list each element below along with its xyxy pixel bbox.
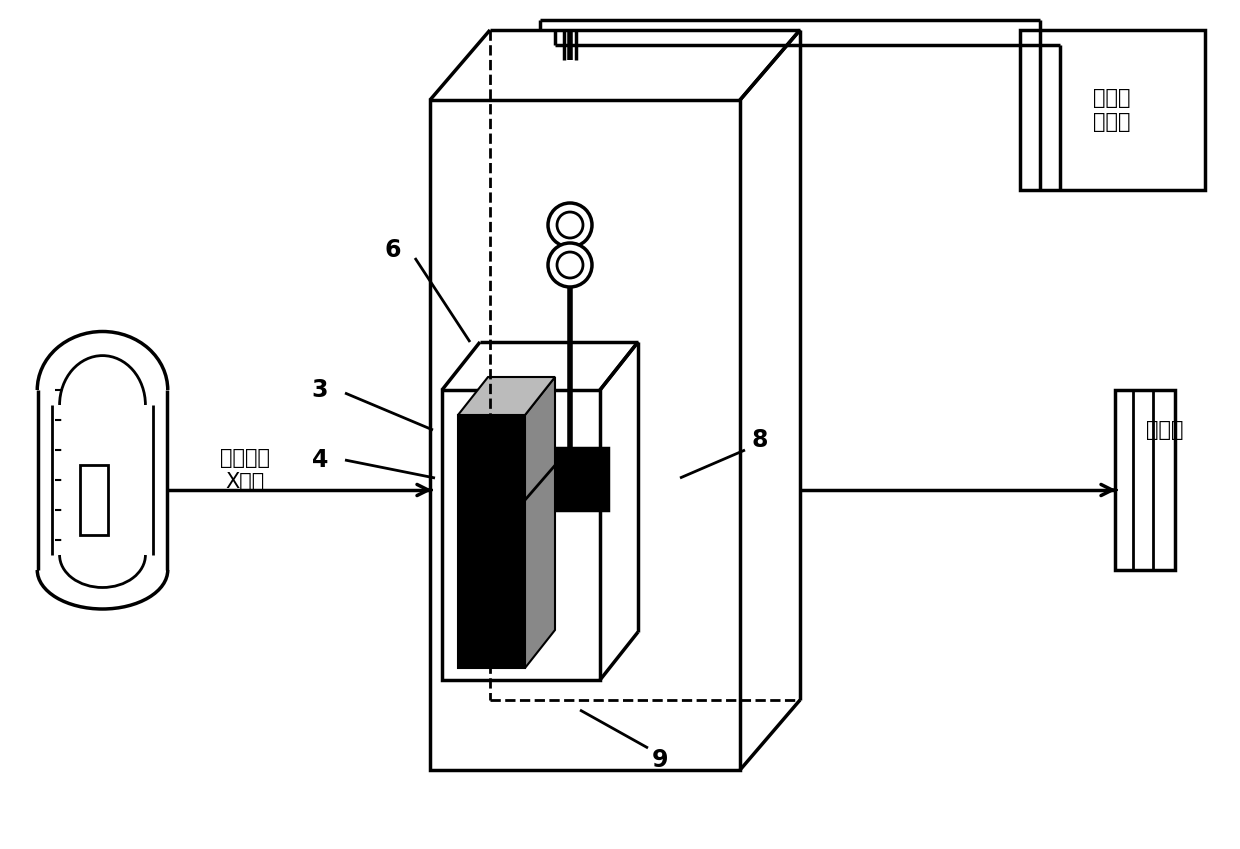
Text: 9: 9 [652, 748, 668, 772]
Circle shape [557, 212, 583, 238]
Text: 电化学
工作站: 电化学 工作站 [1094, 88, 1131, 132]
Text: 3: 3 [311, 378, 329, 402]
Bar [81, 465, 108, 535]
Text: 探测器: 探测器 [1146, 420, 1184, 440]
Text: 8: 8 [751, 428, 769, 452]
Circle shape [548, 243, 591, 287]
Bar [1021, 30, 1205, 190]
Bar [1115, 390, 1176, 570]
Text: 6: 6 [384, 238, 402, 262]
Polygon shape [458, 377, 556, 415]
Bar [441, 390, 600, 680]
Circle shape [548, 203, 591, 247]
Text: 4: 4 [311, 448, 329, 472]
Bar [430, 100, 740, 770]
Polygon shape [458, 415, 525, 668]
Bar [556, 448, 608, 510]
Polygon shape [525, 377, 556, 668]
Circle shape [557, 252, 583, 278]
Text: 同步辐射
X射线: 同步辐射 X射线 [219, 448, 270, 492]
